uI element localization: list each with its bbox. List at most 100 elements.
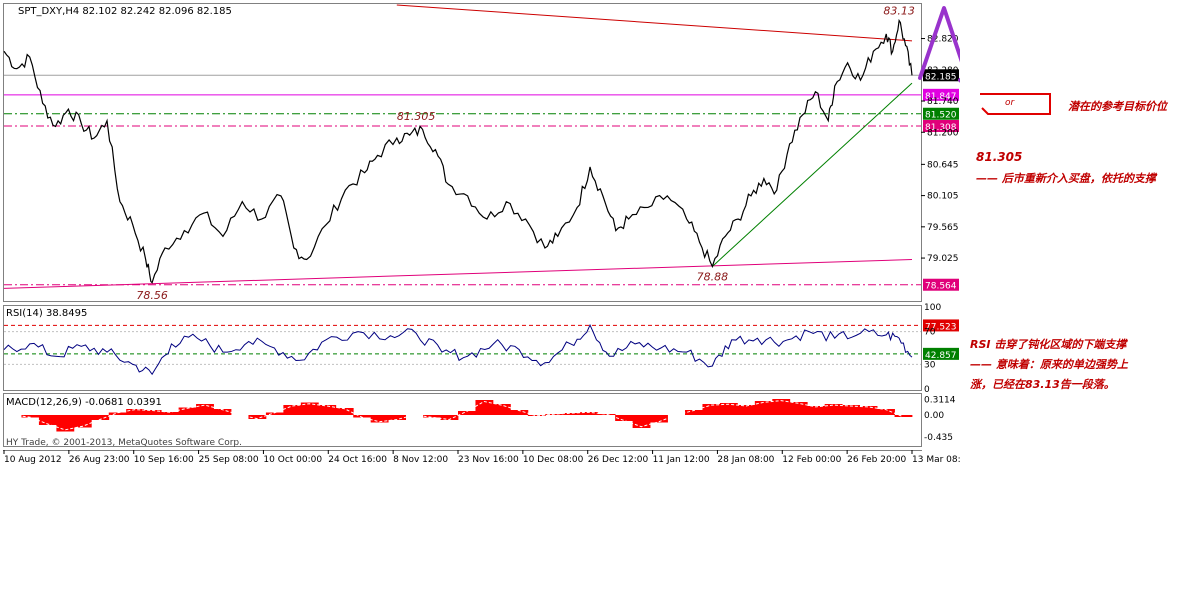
macd-bar [248,415,267,419]
price-tick-label: 79.025 [927,254,959,264]
target-arrow-icon [918,6,960,83]
rsi-tick-label: 30 [924,360,936,370]
rsi-note-line3: 涨，已经在83.13告一段落。 [970,378,1115,391]
macd-bar [702,404,721,415]
rsi-line [3,323,913,376]
price-annotation: 81.305 [397,110,436,123]
macd-bar [789,402,808,415]
price-tick-label: 82.820 [927,35,959,45]
macd-bar [370,415,389,423]
or-bracket [980,93,1051,115]
price-series [3,18,913,284]
x-axis-ticks: 10 Aug 2012 26 Aug 23:00 10 Sep 16:00 25 Se… [3,450,960,465]
macd-bar [719,403,738,415]
macd-bar [859,406,878,415]
macd-histogram [12,399,913,432]
x-tick-label: 12 Feb 00:00 [782,455,841,465]
price-tick-label: 81.740 [927,97,959,107]
level-tag [923,120,959,133]
macd-bar [143,410,162,415]
macd-bar [650,415,668,423]
macd-bar [353,415,372,418]
x-tick-label: 26 Feb 20:00 [847,455,906,465]
or-label: or [1005,98,1015,108]
price-tick-label: 82.280 [927,66,959,76]
rsi-series: 77.523 42.857 [3,319,959,376]
x-tick-label: 25 Sep 08:00 [199,455,259,465]
macd-bar [300,402,319,415]
level-tag-label: 81.847 [925,92,957,102]
macd-bar [685,410,703,415]
x-tick-label: 10 Aug 2012 [4,455,62,465]
price-annotations: 81.305 78.56 78.88 83.13 [136,5,915,302]
macd-bar [318,405,337,415]
rsi-level-tag [923,347,959,360]
rsi-level-label: 42.857 [925,351,957,361]
macd-bar [73,415,92,428]
macd-signal-line [12,400,904,431]
macd-bar [894,415,913,417]
macd-bar [196,404,214,415]
macd-pane [3,393,922,447]
macd-bar [126,409,145,415]
macd-bar [283,405,302,415]
chart-canvas: 81.847 81.520 81.308 78.564 82.185 77.523 42.… [3,3,960,465]
macd-bar [842,405,861,415]
macd-bar [475,400,494,415]
rsi-label: RSI(14) 38.8495 [6,308,87,319]
x-tick-label: 10 Sep 16:00 [134,455,194,465]
rsi-level-tag [923,319,959,332]
macd-bar [877,409,895,415]
price-line [3,18,913,284]
rsi-note-line1: RSI 击穿了钝化区域的下端支撑 [970,338,1127,351]
rsi-tick-label: 100 [924,303,941,313]
x-tick-label: 10 Oct 00:00 [263,455,322,465]
level-tag-label: 78.564 [925,282,957,292]
x-tick-label: 26 Dec 12:00 [588,455,649,465]
rsi-tick-label: 0 [924,385,930,395]
x-tick-label: 26 Aug 23:00 [69,455,130,465]
macd-bar [38,415,57,425]
rsi-tick-label: 70 [924,328,936,338]
macd-tick-label: -0.435 [924,433,953,443]
x-tick-label: 24 Oct 16:00 [328,455,387,465]
macd-bar [807,406,826,415]
macd-bar [423,415,441,418]
x-tick-label: 13 Mar 08:00 [912,455,960,465]
x-tick-label: 28 Jan 08:00 [717,455,774,465]
price-annotation: 78.56 [136,289,168,302]
level-tag-label: 81.520 [925,111,957,121]
macd-bar [615,415,634,421]
macd-tick-label: 0.3114 [924,395,956,405]
x-tick-label: 11 Jan 12:00 [653,455,710,465]
current-price-label: 82.185 [925,72,957,82]
macd-bar [388,415,407,420]
rsi-pane [3,305,922,391]
rsi-note-line2: —— 意味着：原来的单边强势上 [970,358,1128,371]
trendline [396,4,913,42]
macd-bar [772,399,791,415]
macd-bar [562,413,581,415]
price-annotation: 83.13 [883,5,915,18]
macd-bar [458,411,476,415]
macd-bar [824,404,843,415]
trendline [3,259,913,289]
level-tag-label: 81.308 [925,123,957,133]
copyright-text: HY Trade, © 2001-2013, MetaQuotes Softwa… [6,438,242,448]
current-price-tag [923,69,959,82]
price-tick-label: 80.105 [927,192,959,202]
macd-bar [108,412,127,415]
trendline [712,82,913,267]
level-note: 81.305 [976,150,1023,164]
x-tick-label: 23 Nov 16:00 [458,455,519,465]
macd-label: MACD(12,26,9) -0.0681 0.0391 [6,397,162,408]
macd-bar [21,415,40,418]
price-tick-label: 81.200 [927,128,959,138]
macd-bar [335,408,354,415]
macd-bar [161,412,180,415]
horizontal-levels: 81.847 81.520 81.308 78.564 82.185 [4,69,959,292]
rsi-level-label: 77.523 [925,322,957,332]
x-tick-label: 10 Dec 08:00 [523,455,584,465]
target-note: 潜在的参考目标价位 [1068,100,1167,113]
macd-tick-label: 0.00 [924,411,944,421]
